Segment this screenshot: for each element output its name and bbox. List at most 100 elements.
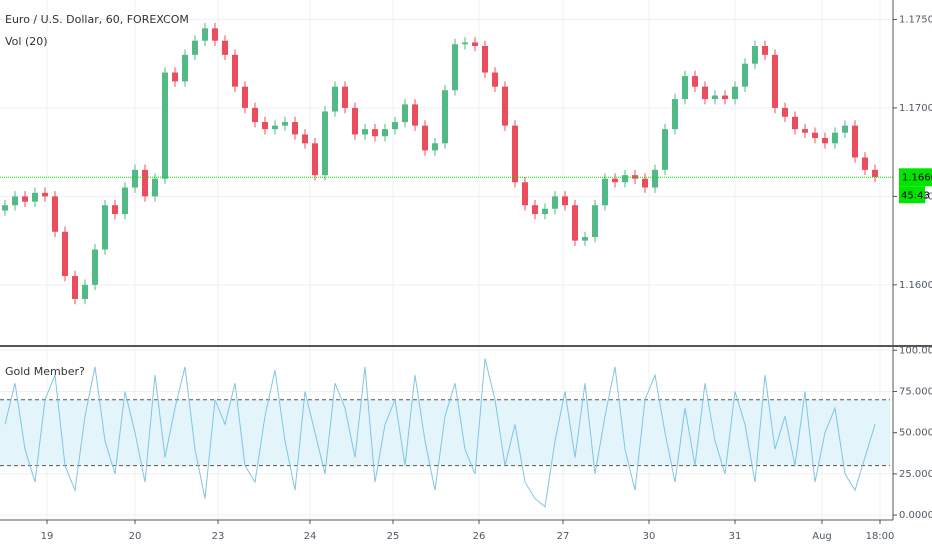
candle-body bbox=[292, 122, 298, 135]
candle-body bbox=[362, 129, 368, 135]
candle-body bbox=[582, 237, 588, 241]
candle-body bbox=[222, 40, 228, 55]
candle-body bbox=[772, 54, 778, 108]
y-tick-label: 50.0000 bbox=[899, 428, 932, 439]
candle-body bbox=[242, 86, 248, 108]
candle-body bbox=[112, 205, 118, 215]
x-tick-label: 20 bbox=[129, 531, 142, 542]
candle-body bbox=[272, 125, 278, 130]
y-tick-label: 0.0000 bbox=[899, 510, 932, 521]
last-price-label: 1.16608 bbox=[902, 172, 932, 183]
candle-body bbox=[302, 134, 308, 144]
x-tick-label: 25 bbox=[387, 531, 400, 542]
candle-body bbox=[202, 28, 208, 41]
countdown-label: 45:43 bbox=[901, 190, 930, 201]
x-tick-label: 19 bbox=[41, 531, 54, 542]
candle-body bbox=[262, 122, 268, 130]
candle-body bbox=[562, 196, 568, 206]
candle-body bbox=[652, 169, 658, 188]
candle-body bbox=[102, 205, 108, 250]
candle-body bbox=[232, 54, 238, 87]
candle-body bbox=[792, 116, 798, 130]
candle-body bbox=[552, 196, 558, 209]
candle-body bbox=[212, 28, 218, 41]
candle-body bbox=[662, 129, 668, 170]
candle-body bbox=[822, 138, 828, 144]
candle-body bbox=[742, 63, 748, 87]
candle-body bbox=[612, 178, 618, 183]
symbol-title: Euro / U.S. Dollar, 60, FOREXCOM bbox=[5, 13, 189, 26]
last-price-box bbox=[899, 168, 932, 187]
oscillator-line bbox=[4, 358, 876, 508]
candle-body bbox=[22, 196, 28, 202]
band-fill bbox=[0, 399, 890, 466]
candle-body bbox=[32, 192, 38, 202]
candle-body bbox=[92, 249, 98, 285]
candle-body bbox=[162, 72, 168, 179]
candle-body bbox=[682, 76, 688, 100]
x-tick-label: 31 bbox=[729, 531, 742, 542]
candle-body bbox=[352, 107, 358, 135]
x-tick-label: Aug bbox=[812, 531, 832, 542]
candle-body bbox=[72, 276, 78, 299]
candle-body bbox=[52, 196, 58, 232]
candle-body bbox=[12, 196, 18, 206]
candle-body bbox=[622, 175, 628, 183]
candle-body bbox=[702, 86, 708, 100]
candle-body bbox=[752, 46, 758, 64]
candle-body bbox=[842, 125, 848, 133]
candle-body bbox=[312, 143, 318, 176]
volume-label: Vol (20) bbox=[5, 35, 48, 48]
candle-body bbox=[862, 157, 868, 170]
x-tick-label: 26 bbox=[473, 531, 486, 542]
candle-body bbox=[692, 76, 698, 87]
candle-body bbox=[372, 129, 378, 137]
candle-body bbox=[782, 107, 788, 117]
x-tick-label: 27 bbox=[557, 531, 570, 542]
candle-body bbox=[462, 42, 468, 45]
candle-body bbox=[472, 42, 478, 46]
indicator-title: Gold Member? bbox=[5, 365, 85, 378]
candle-body bbox=[442, 90, 448, 144]
candle-body bbox=[132, 169, 138, 188]
y-tick-label: 1.17000 bbox=[899, 103, 932, 114]
candle-body bbox=[722, 95, 728, 100]
candle-body bbox=[592, 205, 598, 238]
candle-body bbox=[82, 284, 88, 299]
candle-body bbox=[522, 182, 528, 206]
candle-body bbox=[392, 122, 398, 130]
candle-body bbox=[342, 86, 348, 108]
background-layer bbox=[0, 0, 893, 520]
x-tick-label: 18:00 bbox=[866, 531, 895, 542]
candle-body bbox=[152, 178, 158, 197]
candle-body bbox=[802, 129, 808, 133]
y-tick-label: 75.0000 bbox=[899, 386, 932, 397]
candle-body bbox=[762, 46, 768, 55]
candle-body bbox=[282, 122, 288, 126]
candle-body bbox=[542, 208, 548, 215]
candle-body bbox=[732, 86, 738, 100]
candle-body bbox=[532, 205, 538, 215]
candle-body bbox=[402, 104, 408, 123]
candle-body bbox=[42, 192, 48, 197]
candle-body bbox=[452, 44, 458, 91]
candle-body bbox=[572, 205, 578, 241]
candle-body bbox=[642, 178, 648, 188]
candle-body bbox=[322, 111, 328, 176]
candle-body bbox=[142, 169, 148, 197]
x-tick-label: 24 bbox=[304, 531, 317, 542]
candle-body bbox=[492, 72, 498, 87]
y-tick-label: 25.0000 bbox=[899, 469, 932, 480]
x-tick-label: 30 bbox=[643, 531, 656, 542]
candle-body bbox=[832, 132, 838, 144]
candle-body bbox=[852, 125, 858, 158]
candle-body bbox=[812, 132, 818, 138]
candle-body bbox=[2, 205, 8, 211]
candle-body bbox=[332, 86, 338, 112]
candle-body bbox=[252, 107, 258, 123]
candle-body bbox=[122, 187, 128, 215]
countdown-box bbox=[899, 186, 925, 204]
candle-body bbox=[432, 143, 438, 151]
candle-body bbox=[602, 178, 608, 206]
candle-body bbox=[412, 104, 418, 126]
